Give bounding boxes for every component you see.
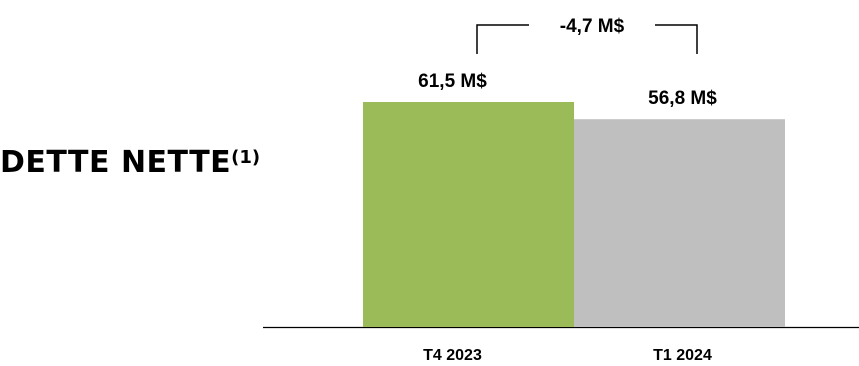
x-tick-label-1: T4 2023 (423, 347, 482, 364)
bracket-left (476, 24, 529, 54)
x-tick-label-2: T1 2024 (653, 347, 712, 364)
bracket-right (655, 24, 698, 54)
bar-1 (363, 102, 574, 327)
data-label-1: 61,5 M$ (418, 71, 487, 92)
chart-title-footnote: (1) (231, 147, 261, 168)
data-label-2: 56,8 M$ (648, 88, 717, 109)
bar-2 (574, 119, 785, 327)
chart-title-text: DETTE NETTE (0, 145, 232, 180)
difference-annotation: -4,7 M$ (560, 16, 625, 37)
chart-title: DETTE NETTE(1) (0, 145, 260, 180)
